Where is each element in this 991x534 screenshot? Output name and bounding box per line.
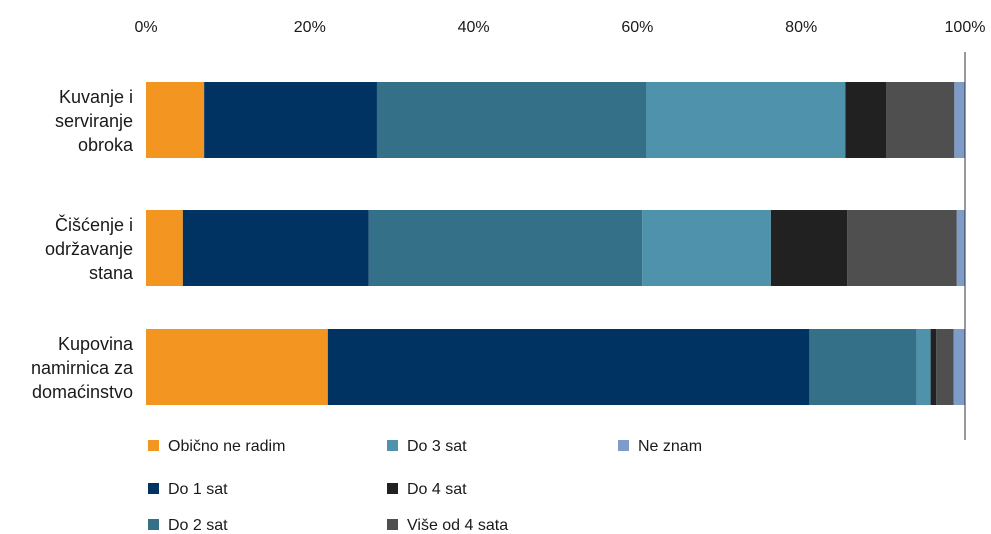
category-label: održavanje bbox=[45, 239, 133, 259]
legend-swatch bbox=[148, 440, 159, 451]
legend-item: Do 4 sat bbox=[387, 481, 467, 498]
legend-swatch bbox=[387, 483, 398, 494]
legend-label: Do 1 sat bbox=[168, 481, 228, 498]
x-tick-label: 40% bbox=[458, 19, 490, 36]
legend-label: Ne znam bbox=[638, 438, 702, 455]
x-axis-tick-labels: 0% 20% 40% 60% 80% 100% bbox=[134, 19, 985, 36]
bar-segment bbox=[376, 82, 647, 158]
bar-segment bbox=[368, 210, 643, 286]
category-label: serviranje bbox=[55, 111, 133, 131]
category-label: domaćinstvo bbox=[32, 382, 133, 402]
category-label: namirnica za bbox=[31, 358, 134, 378]
bars bbox=[146, 82, 965, 405]
bar-segment bbox=[646, 82, 846, 158]
bar-segment bbox=[146, 210, 183, 286]
legend-item: Do 2 sat bbox=[148, 517, 228, 534]
legend-label: Više od 4 sata bbox=[407, 517, 508, 534]
legend-label: Do 4 sat bbox=[407, 481, 467, 498]
bar-segment bbox=[204, 82, 377, 158]
bar-segment bbox=[953, 329, 965, 405]
bar-segment bbox=[916, 329, 931, 405]
legend-item: Ne znam bbox=[618, 438, 702, 455]
legend-item: Obično ne radim bbox=[148, 438, 285, 455]
category-label: Čišćenje i bbox=[55, 214, 133, 235]
legend-item: Više od 4 sata bbox=[387, 517, 508, 534]
bar-segment bbox=[642, 210, 771, 286]
legend-label: Do 3 sat bbox=[407, 438, 467, 455]
bar-segment bbox=[327, 329, 810, 405]
legend: Obično ne radim Do 1 sat Do 2 sat Do 3 sat D… bbox=[148, 438, 702, 534]
legend-item: Do 3 sat bbox=[387, 438, 467, 455]
bar-segment bbox=[954, 82, 965, 158]
category-label: Kupovina bbox=[58, 334, 134, 354]
bar-segment bbox=[809, 329, 917, 405]
bar-segment bbox=[182, 210, 369, 286]
bar-segment bbox=[847, 210, 957, 286]
category-labels: Kuvanje i serviranje obroka Čišćenje i održa… bbox=[31, 87, 134, 402]
legend-swatch bbox=[148, 519, 159, 530]
legend-item: Do 1 sat bbox=[148, 481, 228, 498]
x-tick-label: 20% bbox=[294, 19, 326, 36]
legend-label: Do 2 sat bbox=[168, 517, 228, 534]
bar-segment bbox=[936, 329, 954, 405]
category-label: stana bbox=[89, 263, 134, 283]
bar-segment bbox=[770, 210, 848, 286]
bar-segment bbox=[930, 329, 937, 405]
legend-swatch bbox=[387, 440, 398, 451]
category-label: Kuvanje i bbox=[59, 87, 133, 107]
x-tick-label: 60% bbox=[621, 19, 653, 36]
bar-segment bbox=[845, 82, 887, 158]
bar-segment bbox=[956, 210, 965, 286]
legend-swatch bbox=[387, 519, 398, 530]
legend-swatch bbox=[148, 483, 159, 494]
legend-label: Obično ne radim bbox=[168, 438, 285, 455]
x-tick-label: 100% bbox=[945, 19, 986, 36]
category-label: obroka bbox=[78, 135, 134, 155]
bar-segment bbox=[146, 82, 205, 158]
bar-segment bbox=[146, 329, 328, 405]
bar-segment bbox=[886, 82, 955, 158]
x-tick-label: 80% bbox=[785, 19, 817, 36]
legend-swatch bbox=[618, 440, 629, 451]
x-tick-label: 0% bbox=[134, 19, 157, 36]
